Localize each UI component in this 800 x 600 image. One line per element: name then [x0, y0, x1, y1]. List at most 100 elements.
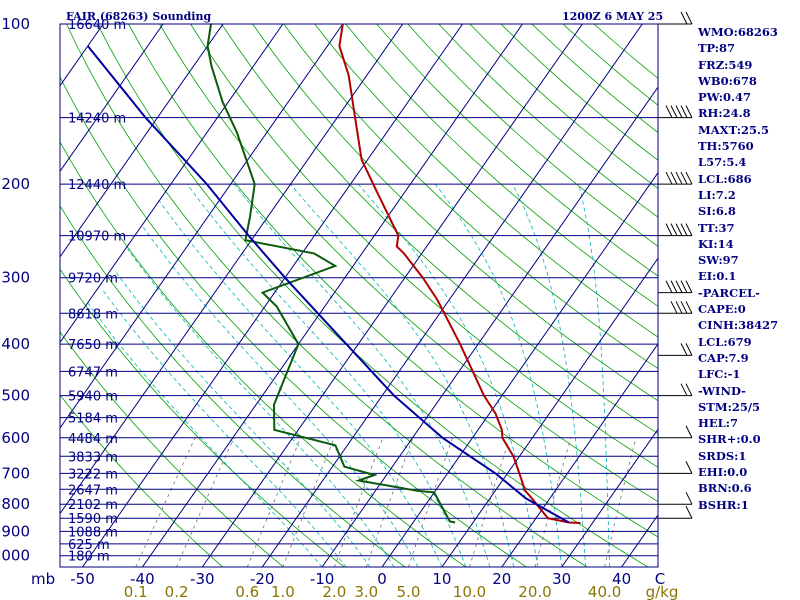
isotherm-line: [201, 24, 583, 567]
height-label: 5184 m: [68, 412, 118, 427]
mixing-ratio-tick-label: 1.0: [271, 583, 295, 600]
mixing-ratio-line: [135, 437, 196, 567]
wind-barb-flag: [685, 280, 693, 293]
temperature-tick-label: 30: [552, 570, 571, 588]
temperature-tick-label: C: [655, 570, 665, 588]
temperature-tick-label: -10: [310, 570, 335, 588]
stat-item: MAXT:25.5: [698, 122, 769, 137]
height-label: 3222 m: [68, 467, 118, 482]
mixing-ratio-tick-label: 3.0: [354, 583, 378, 600]
dry-adiabat: [60, 394, 223, 567]
height-label: 180 m: [68, 550, 110, 565]
wind-barb-flag: [675, 280, 683, 293]
isotherm-line: [82, 24, 464, 567]
height-label: 9720 m: [68, 272, 118, 287]
dry-adiabat: [314, 24, 658, 338]
height-label: 5940 m: [68, 390, 118, 405]
pressure-tick-label: 800: [1, 495, 30, 513]
stat-item: HEL:7: [698, 416, 738, 431]
mixing-ratio-unit-label: g/kg: [646, 583, 679, 600]
dry-adiabat: [283, 24, 658, 370]
pressure-tick-label: 300: [1, 269, 30, 287]
wind-barb-flag: [670, 301, 678, 314]
isotherm-line: [561, 428, 658, 567]
isotherm-line: [441, 257, 658, 567]
pressure-tick-label: 500: [1, 387, 30, 405]
wind-barb-flag: [675, 171, 683, 185]
temperature-tick-label: -20: [250, 570, 275, 588]
dry-adiabat: [60, 205, 406, 567]
stat-item: LI:7.2: [698, 187, 736, 202]
wind-barb-flag: [685, 461, 693, 474]
wind-barb-flag: [685, 491, 693, 505]
dry-adiabat: [60, 76, 527, 567]
wind-barb-flag: [685, 505, 693, 519]
chart-time: 1200Z 6 MAY 25: [562, 10, 663, 23]
dry-adiabat: [407, 24, 658, 247]
pressure-tick-label: 200: [1, 175, 30, 193]
dry-adiabat: [221, 24, 658, 435]
wind-barb-flag: [680, 105, 688, 118]
mixing-ratio-line: [604, 437, 637, 567]
wind-barb-flag: [680, 343, 688, 356]
stat-item: BSHR:1: [698, 497, 749, 512]
height-label: 2647 m: [68, 483, 118, 498]
height-label: 6747 m: [68, 365, 118, 380]
dry-adiabat: [252, 24, 658, 402]
wind-barb-flag: [670, 105, 678, 118]
sounding-indices-panel: WMO:68263 TP:87 FRZ:549 WB0:678 PW:0.47 RH:24…: [698, 24, 798, 513]
wind-barb-flag: [685, 223, 693, 236]
stat-item: -PARCEL-: [698, 285, 760, 300]
mixing-ratio-tick-label: 0.2: [165, 583, 189, 600]
dry-adiabat: [128, 24, 658, 538]
wind-barb-flag: [665, 280, 673, 293]
dry-adiabat: [66, 24, 588, 567]
height-label: 625 m: [68, 538, 110, 553]
wind-barb-flag: [685, 425, 693, 438]
wind-barb-flag: [685, 383, 693, 396]
wind-barb-flag: [680, 171, 688, 185]
mixing-ratio-line: [469, 437, 511, 567]
moist-adiabat: [127, 248, 395, 567]
series-dewpoint: [206, 24, 456, 524]
dry-adiabat: [97, 24, 649, 567]
temperature-tick-label: -40: [130, 570, 155, 588]
mixing-ratio-tick-label: 0.6: [235, 583, 259, 600]
wind-barb-flag: [670, 171, 678, 185]
isotherm-line: [321, 86, 658, 567]
dry-adiabat: [376, 24, 658, 277]
temperature-tick-label: 40: [612, 570, 631, 588]
wind-barb-flag: [685, 171, 693, 185]
mixing-ratio-tick-label: 0.1: [124, 583, 148, 600]
isotherm-line: [261, 24, 643, 567]
moist-adiabat: [101, 288, 347, 567]
moist-adiabat: [434, 183, 563, 567]
wind-barb-flag: [685, 105, 693, 118]
mixing-ratio-tick-label: 40.0: [588, 583, 621, 600]
wind-barb-flag: [665, 171, 673, 185]
wind-barb-flag: [665, 105, 673, 118]
moist-adiabat: [142, 225, 419, 567]
moist-adiabat: [578, 184, 610, 567]
wind-barb-flag: [675, 105, 683, 118]
isotherm-line: [0, 24, 43, 567]
temperature-tick-label: 10: [432, 570, 451, 588]
mixing-ratio-tick-label: 2.0: [322, 583, 346, 600]
moist-adiabat: [357, 183, 539, 567]
isotherm-line: [60, 24, 224, 258]
temperature-tick-label: -30: [190, 570, 215, 588]
stat-item: KI:14: [698, 236, 734, 251]
pressure-unit-label: mb: [31, 570, 55, 588]
wind-barb-flag: [685, 301, 693, 314]
moist-adiabat: [290, 183, 515, 567]
stat-item: SRDS:1: [698, 448, 747, 463]
mixing-ratio-tick-label: 20.0: [518, 583, 551, 600]
height-label: 3833 m: [68, 450, 118, 465]
stat-item: WB0:678: [698, 73, 757, 88]
isotherm-line: [60, 24, 404, 515]
series-parcel: [87, 45, 570, 524]
wind-barb-flag: [680, 301, 688, 314]
wind-barb-flag: [680, 223, 688, 236]
wind-barb-flag: [670, 280, 678, 293]
